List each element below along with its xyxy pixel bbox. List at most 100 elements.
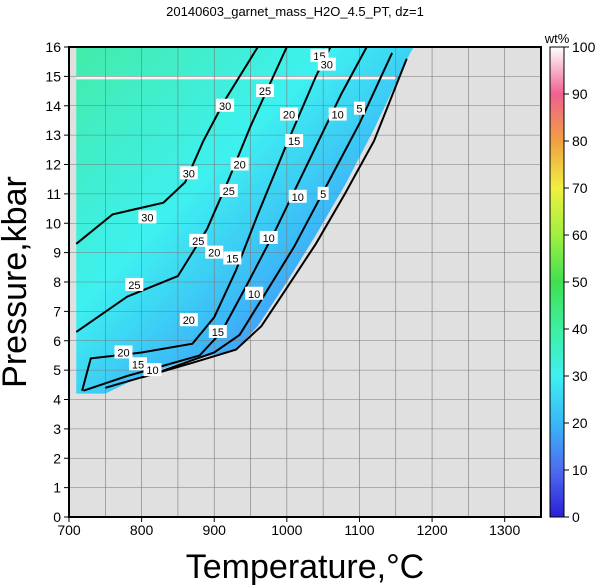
contour-label: 10 [288, 189, 307, 204]
contour-label: 15 [208, 324, 227, 339]
contour-label: 10 [143, 363, 162, 377]
contour-label: 20 [230, 157, 249, 172]
y-tick-label: 10 [45, 215, 61, 231]
contour-label-text: 15 [226, 254, 238, 266]
colorbar-tick-label: 80 [572, 133, 588, 149]
contour-label: 25 [219, 183, 238, 198]
colorbar-tick-label: 30 [572, 368, 588, 384]
y-tick-label: 0 [53, 509, 61, 525]
contour-label-text: 25 [192, 236, 204, 248]
contour-labels: 5510101010101515151515202020202025252525… [114, 48, 365, 377]
contour-line-30 [75, 47, 259, 245]
colorbar-ticks: 0 10 20 30 40 50 60 70 80 90 100 [564, 39, 596, 525]
contour-label-bg [328, 107, 347, 121]
contour-label-bg [230, 157, 249, 171]
y-tick-label: 6 [53, 333, 61, 349]
contour-label-text: 20 [183, 315, 195, 327]
contour-label-bg [288, 189, 307, 203]
y-tick-label: 9 [53, 245, 61, 261]
contour-label-text: 15 [132, 359, 144, 371]
contour-label-text: 25 [259, 86, 271, 98]
x-tick-label: 1200 [416, 522, 447, 538]
contour-label-bg [114, 345, 133, 359]
contour-label: 15 [223, 251, 242, 266]
x-tick-label: 1300 [489, 522, 520, 538]
contour-line-10 [105, 52, 394, 389]
y-axis-label: Pressure,kbar [0, 176, 34, 388]
contour-label-bg [280, 107, 299, 121]
contour-label-bg [128, 357, 147, 371]
contour-label-bg [138, 210, 157, 224]
y-tick-label: 4 [53, 392, 61, 408]
colorbar-tick-label: 100 [572, 39, 596, 55]
contour-label: 5 [317, 186, 329, 201]
colorbar-tick-label: 40 [572, 321, 588, 337]
y-tick-label: 16 [45, 39, 61, 55]
contour-label-text: 15 [288, 136, 300, 148]
contour-line-25 [75, 47, 288, 333]
x-tick-label: 1000 [271, 522, 302, 538]
y-tick-label: 13 [45, 127, 61, 143]
y-tick-label: 15 [45, 68, 61, 84]
contour-label: 20 [280, 107, 299, 122]
contour-label-text: 5 [356, 104, 362, 116]
contour-label-text: 25 [223, 186, 235, 198]
x-axis-label: Temperature,°C [186, 548, 424, 586]
contour-label: 20 [205, 245, 224, 260]
y-tick-label: 5 [53, 362, 61, 378]
colorbar-tick-label: 90 [572, 86, 588, 102]
contour-label: 5 [353, 101, 365, 116]
contour-label: 30 [138, 210, 157, 224]
contour-label: 25 [189, 233, 208, 248]
contour-label-text: 10 [263, 233, 275, 245]
contour-label-bg [256, 84, 275, 98]
colorbar-tick-label: 50 [572, 274, 588, 290]
contour-label-bg [259, 230, 278, 244]
field-area [76, 47, 414, 394]
contour-label-bg [245, 286, 264, 300]
contour-label: 30 [317, 57, 336, 72]
contour-label: 10 [328, 107, 347, 122]
colorbar-tick-label: 60 [572, 227, 588, 243]
contour-label-text: 30 [219, 101, 231, 113]
data-field [76, 47, 414, 394]
contour-label: 10 [245, 286, 264, 301]
contour-label-text: 10 [292, 192, 304, 204]
y-tick-label: 3 [53, 421, 61, 437]
contour-label-text: 30 [183, 168, 195, 180]
y-tick-label: 8 [53, 274, 61, 290]
contour-label-text: 20 [208, 248, 220, 260]
contour-label: 25 [256, 84, 275, 98]
colorbar-tick-label: 0 [572, 509, 580, 525]
y-tick-label: 11 [46, 186, 61, 202]
y-tick-label: 7 [53, 303, 61, 319]
colorbar-tick-label: 20 [572, 415, 588, 431]
contour-label-text: 10 [248, 289, 260, 301]
contour-line-5 [141, 58, 408, 379]
contour-label-bg [219, 183, 238, 197]
contour-label-bg [317, 57, 336, 71]
colorbar-tick-label: 10 [572, 462, 588, 478]
y-tick-label: 2 [53, 450, 61, 466]
contour-label-text: 30 [141, 212, 153, 224]
contour-label: 20 [179, 313, 198, 327]
y-tick-label: 12 [45, 157, 61, 173]
x-tick-label: 900 [203, 522, 227, 538]
contour-lines [75, 47, 408, 392]
contour-label-bg [317, 186, 329, 200]
x-axis-ticks: 700 800 900 1000 1100 1200 1300 [57, 517, 520, 538]
contour-label-bg [143, 363, 162, 377]
contour-label-text: 20 [283, 110, 295, 122]
contour-label-bg [208, 324, 227, 338]
contour-label-bg [223, 251, 242, 265]
contour-label-bg [179, 313, 198, 327]
colorbar-title: wt% [544, 31, 570, 46]
contour-label-bg [353, 101, 365, 115]
contour-label-bg [125, 277, 144, 291]
x-tick-label: 800 [130, 522, 154, 538]
contour-label-text: 20 [117, 348, 129, 360]
contour-label: 15 [285, 134, 304, 148]
y-tick-label: 1 [53, 480, 61, 496]
colorbar-tick-label: 70 [572, 180, 588, 196]
